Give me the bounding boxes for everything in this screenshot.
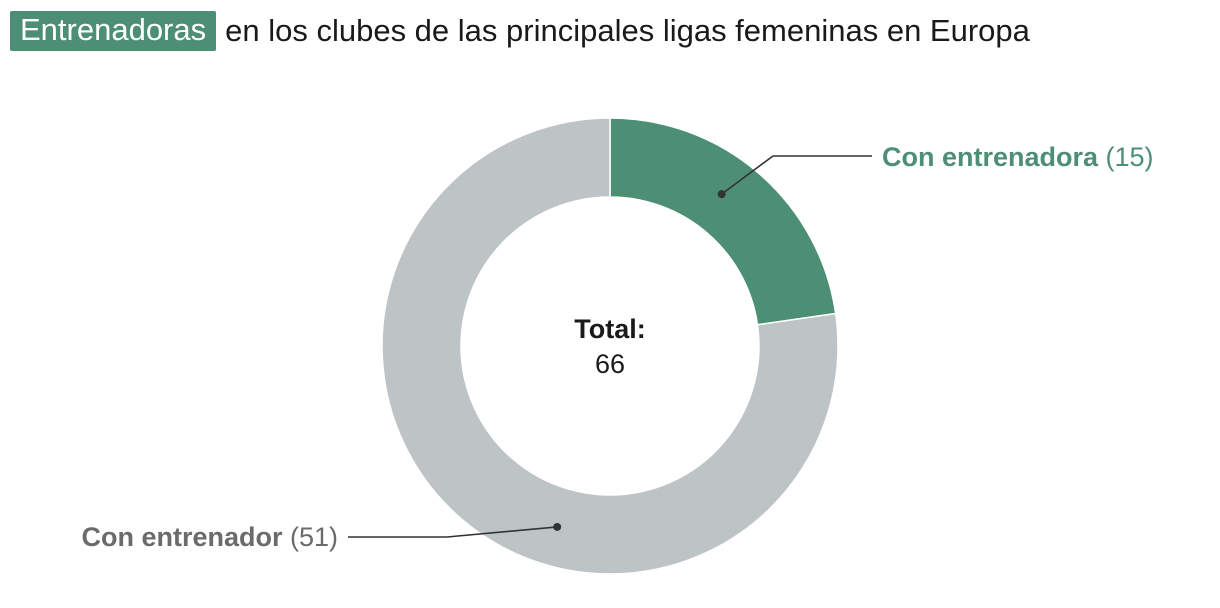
- label-con-entrenador-name: Con entrenador: [81, 522, 290, 552]
- leader-line-con-entrenador: [348, 526, 558, 538]
- label-con-entrenador: Con entrenador (51): [81, 522, 338, 552]
- label-con-entrenadora-name: Con entrenadora: [882, 142, 1106, 172]
- title-text: en los clubes de las principales ligas f…: [225, 13, 1030, 48]
- title-highlight: Entrenadoras: [10, 11, 217, 51]
- label-con-entrenadora: Con entrenadora (15): [882, 142, 1154, 172]
- leader-line-con-entrenadora: [721, 155, 872, 195]
- leader-dot-con-entrenador: [553, 522, 562, 531]
- slice-con-entrenador: [381, 117, 839, 575]
- slice-con-entrenadora: [609, 117, 837, 326]
- total-value: 66: [595, 349, 625, 379]
- leader-dot-con-entrenadora: [717, 190, 726, 199]
- chart-title: Entrenadoras en los clubes de las princi…: [10, 11, 1030, 51]
- label-con-entrenadora-count: (15): [1106, 142, 1154, 172]
- total-label: Total:: [574, 314, 645, 344]
- label-con-entrenador-count: (51): [290, 522, 338, 552]
